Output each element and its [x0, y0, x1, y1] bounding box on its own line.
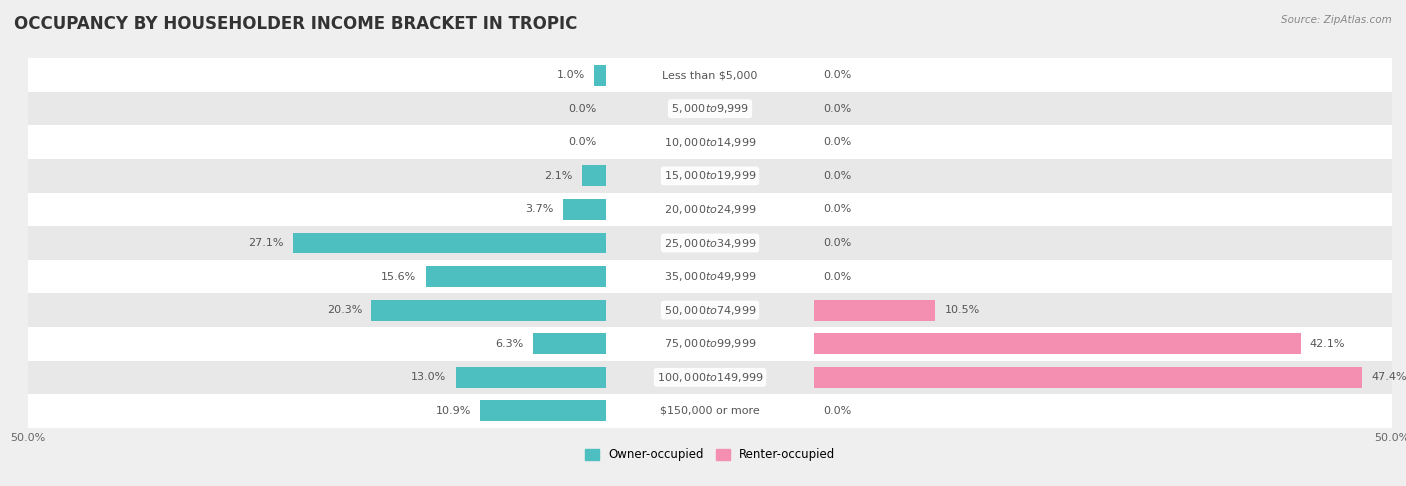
Text: $50,000 to $74,999: $50,000 to $74,999 [664, 304, 756, 317]
Text: 0.0%: 0.0% [568, 104, 596, 114]
Bar [28, 58, 1392, 92]
Text: 27.1%: 27.1% [247, 238, 284, 248]
Bar [28, 226, 1392, 260]
Bar [28, 125, 1392, 159]
Text: $15,000 to $19,999: $15,000 to $19,999 [664, 169, 756, 182]
Text: $10,000 to $14,999: $10,000 to $14,999 [664, 136, 756, 149]
Text: 0.0%: 0.0% [824, 205, 852, 214]
Bar [814, 367, 1362, 388]
Text: 0.0%: 0.0% [824, 70, 852, 80]
Text: $20,000 to $24,999: $20,000 to $24,999 [664, 203, 756, 216]
Text: $5,000 to $9,999: $5,000 to $9,999 [671, 102, 749, 115]
Text: 2.1%: 2.1% [544, 171, 572, 181]
Text: Less than $5,000: Less than $5,000 [662, 70, 758, 80]
Bar [426, 266, 606, 287]
Text: OCCUPANCY BY HOUSEHOLDER INCOME BRACKET IN TROPIC: OCCUPANCY BY HOUSEHOLDER INCOME BRACKET … [14, 15, 578, 33]
Text: 0.0%: 0.0% [568, 137, 596, 147]
Bar [28, 159, 1392, 192]
Legend: Owner-occupied, Renter-occupied: Owner-occupied, Renter-occupied [579, 444, 841, 466]
Text: 3.7%: 3.7% [526, 205, 554, 214]
Text: Source: ZipAtlas.com: Source: ZipAtlas.com [1281, 15, 1392, 25]
Text: 42.1%: 42.1% [1310, 339, 1346, 349]
Text: 1.0%: 1.0% [557, 70, 585, 80]
Bar [814, 333, 1301, 354]
Text: 10.9%: 10.9% [436, 406, 471, 416]
Text: $150,000 or more: $150,000 or more [661, 406, 759, 416]
Bar [814, 300, 935, 321]
Bar [371, 300, 606, 321]
Bar [28, 327, 1392, 361]
Text: 0.0%: 0.0% [824, 238, 852, 248]
Text: 0.0%: 0.0% [824, 406, 852, 416]
Bar [28, 92, 1392, 125]
Text: 0.0%: 0.0% [824, 137, 852, 147]
Text: 10.5%: 10.5% [945, 305, 980, 315]
Bar [456, 367, 606, 388]
Text: 47.4%: 47.4% [1371, 372, 1406, 382]
Bar [533, 333, 606, 354]
Text: 0.0%: 0.0% [824, 171, 852, 181]
Bar [595, 65, 606, 86]
Text: 13.0%: 13.0% [412, 372, 447, 382]
Bar [28, 394, 1392, 428]
Bar [28, 294, 1392, 327]
Bar [564, 199, 606, 220]
Bar [28, 361, 1392, 394]
Text: $75,000 to $99,999: $75,000 to $99,999 [664, 337, 756, 350]
Bar [292, 233, 606, 253]
Text: $25,000 to $34,999: $25,000 to $34,999 [664, 237, 756, 249]
Bar [28, 192, 1392, 226]
Text: 20.3%: 20.3% [326, 305, 363, 315]
Text: $100,000 to $149,999: $100,000 to $149,999 [657, 371, 763, 384]
Bar [582, 165, 606, 186]
Bar [28, 260, 1392, 294]
Text: 15.6%: 15.6% [381, 272, 416, 281]
Text: 6.3%: 6.3% [496, 339, 524, 349]
Text: 0.0%: 0.0% [824, 272, 852, 281]
Text: $35,000 to $49,999: $35,000 to $49,999 [664, 270, 756, 283]
Bar [479, 400, 606, 421]
Text: 0.0%: 0.0% [824, 104, 852, 114]
